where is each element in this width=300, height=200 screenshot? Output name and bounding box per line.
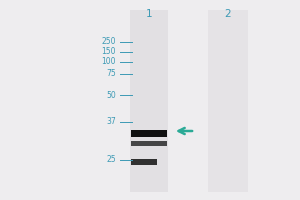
Bar: [130, 10, 168, 192]
Text: 150: 150: [101, 47, 116, 56]
Text: 50: 50: [106, 90, 116, 99]
Bar: [131, 159, 157, 165]
Text: 75: 75: [106, 70, 116, 78]
Text: 250: 250: [101, 38, 116, 46]
Text: 100: 100: [101, 58, 116, 66]
Bar: [208, 10, 248, 192]
Text: 37: 37: [106, 117, 116, 127]
Text: 1: 1: [146, 9, 152, 19]
Text: 25: 25: [106, 156, 116, 164]
Bar: [131, 130, 167, 137]
Bar: [131, 141, 167, 146]
Text: 2: 2: [225, 9, 231, 19]
